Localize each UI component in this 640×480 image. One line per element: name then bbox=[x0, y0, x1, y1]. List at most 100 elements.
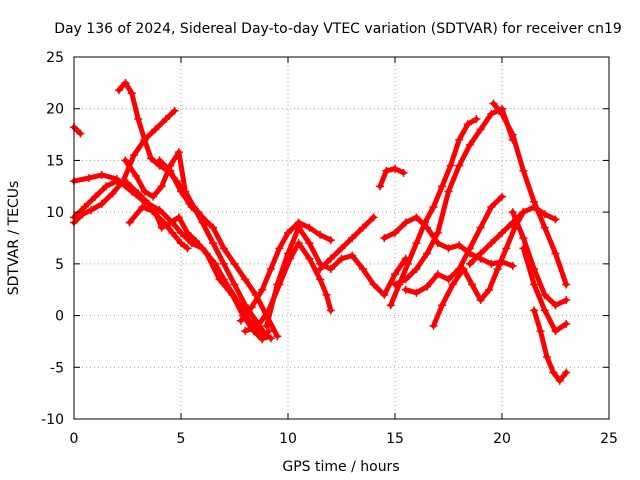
data-point bbox=[476, 249, 485, 258]
data-point bbox=[187, 239, 196, 248]
data-point bbox=[380, 234, 389, 242]
series-trace-9 bbox=[236, 218, 335, 325]
data-point bbox=[140, 135, 149, 144]
data-point bbox=[305, 223, 314, 232]
x-tick-label: 5 bbox=[177, 431, 186, 447]
data-point bbox=[236, 316, 245, 325]
series-line bbox=[510, 209, 569, 308]
data-point bbox=[465, 244, 474, 253]
data-point bbox=[322, 290, 331, 299]
data-point bbox=[147, 154, 156, 163]
data-point bbox=[162, 115, 171, 124]
data-point bbox=[448, 280, 457, 289]
data-point bbox=[540, 290, 549, 299]
data-point bbox=[519, 244, 528, 253]
series-line bbox=[238, 220, 334, 324]
data-point bbox=[177, 187, 185, 196]
x-axis-label: GPS time / hours bbox=[282, 459, 399, 475]
y-tick-label: 10 bbox=[46, 205, 64, 221]
y-tick-label: -10 bbox=[41, 412, 64, 428]
data-point bbox=[386, 301, 395, 310]
data-point bbox=[241, 327, 250, 336]
data-point bbox=[121, 156, 130, 165]
data-point bbox=[273, 280, 282, 289]
data-point bbox=[476, 125, 485, 134]
x-tick-label: 15 bbox=[386, 431, 404, 447]
series-trace-22 bbox=[519, 244, 571, 336]
series-line bbox=[392, 106, 516, 287]
series-trace-5 bbox=[114, 78, 211, 227]
series-line bbox=[264, 225, 409, 329]
data-point bbox=[401, 285, 410, 294]
data-point bbox=[174, 148, 183, 157]
data-point bbox=[228, 290, 237, 299]
y-tick-label: 0 bbox=[55, 309, 64, 325]
data-point bbox=[489, 99, 498, 108]
data-point bbox=[444, 244, 453, 253]
data-point bbox=[266, 265, 275, 274]
data-point bbox=[348, 234, 357, 242]
data-point bbox=[140, 187, 149, 196]
series-trace-12 bbox=[316, 213, 378, 274]
data-point bbox=[183, 244, 192, 253]
y-axis-label: SDTVAR / TECUs bbox=[6, 181, 22, 296]
data-point bbox=[487, 259, 496, 268]
data-point bbox=[305, 239, 314, 248]
data-point bbox=[273, 332, 282, 341]
data-point bbox=[463, 120, 472, 129]
data-point bbox=[258, 285, 267, 294]
data-point bbox=[337, 254, 346, 263]
series-line bbox=[490, 101, 569, 287]
series-line bbox=[71, 124, 83, 136]
data-point bbox=[84, 174, 93, 183]
data-point bbox=[241, 301, 250, 310]
series-line bbox=[403, 194, 505, 296]
data-point bbox=[275, 244, 284, 253]
data-point bbox=[429, 202, 438, 211]
data-point bbox=[316, 275, 325, 284]
data-point bbox=[151, 208, 160, 217]
data-point bbox=[493, 265, 502, 274]
data-point bbox=[258, 335, 267, 344]
data-point bbox=[247, 303, 256, 312]
data-point bbox=[326, 265, 335, 274]
data-point bbox=[358, 265, 367, 274]
x-tick-label: 10 bbox=[279, 431, 297, 447]
data-point bbox=[530, 306, 539, 315]
data-point bbox=[403, 259, 412, 268]
x-tick-label: 25 bbox=[600, 431, 618, 447]
data-point bbox=[316, 230, 325, 239]
data-point bbox=[348, 251, 357, 260]
data-point bbox=[508, 261, 517, 270]
data-point bbox=[121, 78, 130, 87]
data-point bbox=[219, 259, 228, 268]
data-point bbox=[423, 249, 432, 258]
series-line bbox=[122, 149, 270, 339]
data-point bbox=[157, 223, 166, 232]
data-point bbox=[168, 228, 177, 237]
data-point bbox=[266, 334, 275, 343]
data-point bbox=[551, 249, 560, 258]
data-point bbox=[391, 164, 399, 173]
series-trace-1 bbox=[70, 123, 85, 138]
data-point bbox=[401, 275, 410, 284]
data-point bbox=[485, 285, 494, 294]
axis-ticks: 0 5 10 15 20 25 -10 -5 0 5 10 15 20 25 bbox=[41, 50, 618, 447]
y-tick-label: 15 bbox=[46, 153, 64, 169]
data-point bbox=[144, 199, 153, 208]
data-point bbox=[508, 130, 517, 139]
data-point bbox=[170, 106, 179, 115]
data-point bbox=[134, 115, 143, 124]
y-tick-label: 20 bbox=[46, 102, 64, 118]
data-point bbox=[108, 189, 117, 198]
x-tick-label: 0 bbox=[70, 431, 79, 447]
data-point bbox=[369, 213, 378, 222]
data-point bbox=[123, 179, 132, 188]
data-point bbox=[562, 280, 571, 289]
data-point bbox=[536, 327, 545, 336]
data-point bbox=[80, 202, 89, 211]
series-line bbox=[242, 240, 334, 334]
data-point bbox=[498, 192, 506, 201]
data-point bbox=[134, 189, 143, 198]
